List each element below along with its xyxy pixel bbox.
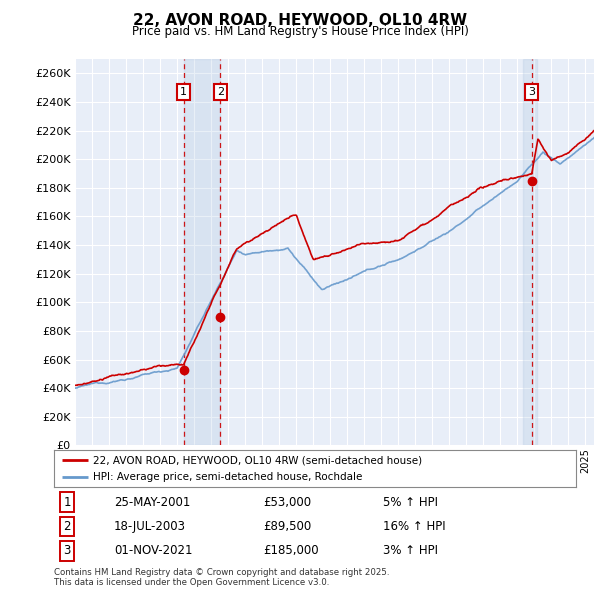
Text: 5% ↑ HPI: 5% ↑ HPI <box>383 496 438 509</box>
Bar <box>523 59 537 445</box>
Text: £185,000: £185,000 <box>263 545 319 558</box>
Bar <box>184 59 220 445</box>
Text: 2: 2 <box>217 87 224 97</box>
Text: Contains HM Land Registry data © Crown copyright and database right 2025.
This d: Contains HM Land Registry data © Crown c… <box>54 568 389 587</box>
Text: 1: 1 <box>64 496 71 509</box>
Text: £89,500: £89,500 <box>263 520 311 533</box>
Text: 01-NOV-2021: 01-NOV-2021 <box>114 545 193 558</box>
Text: 3: 3 <box>64 545 71 558</box>
Text: 2: 2 <box>64 520 71 533</box>
Text: 22, AVON ROAD, HEYWOOD, OL10 4RW: 22, AVON ROAD, HEYWOOD, OL10 4RW <box>133 13 467 28</box>
Text: 3: 3 <box>528 87 535 97</box>
Text: 1: 1 <box>180 87 187 97</box>
Text: 16% ↑ HPI: 16% ↑ HPI <box>383 520 445 533</box>
Text: 18-JUL-2003: 18-JUL-2003 <box>114 520 186 533</box>
Text: Price paid vs. HM Land Registry's House Price Index (HPI): Price paid vs. HM Land Registry's House … <box>131 25 469 38</box>
Text: 22, AVON ROAD, HEYWOOD, OL10 4RW (semi-detached house): 22, AVON ROAD, HEYWOOD, OL10 4RW (semi-d… <box>93 455 422 465</box>
Text: 3% ↑ HPI: 3% ↑ HPI <box>383 545 438 558</box>
Text: HPI: Average price, semi-detached house, Rochdale: HPI: Average price, semi-detached house,… <box>93 472 362 482</box>
Text: 25-MAY-2001: 25-MAY-2001 <box>114 496 190 509</box>
Text: £53,000: £53,000 <box>263 496 311 509</box>
